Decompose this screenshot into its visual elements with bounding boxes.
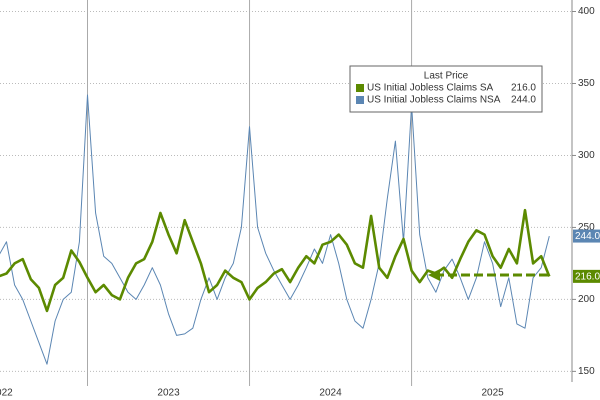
y-tick-label: 350 (578, 78, 595, 89)
legend-title: Last Price (424, 71, 469, 82)
legend-box (349, 65, 543, 113)
y-tick-label: 400 (578, 6, 595, 17)
legend-swatch (356, 96, 364, 104)
y-tick-label: 150 (578, 366, 595, 377)
legend-label: US Initial Jobless Claims NSA (367, 95, 501, 106)
series-line (0, 208, 551, 313)
y-tick-label: 200 (578, 294, 595, 305)
last-value-tag (573, 229, 600, 243)
last-value-tag (573, 269, 600, 283)
grid (0, 0, 572, 386)
x-tick-label: 2024 (319, 388, 342, 399)
x-tick-label: 2023 (157, 388, 180, 399)
y-tick-label: 300 (578, 150, 595, 161)
x-tick-label: 2025 (481, 388, 504, 399)
last-value-label: 244.0 (575, 231, 600, 242)
legend: Last Price US Initial Jobless Claims SA 2… (349, 65, 543, 113)
last-value-label: 216.0 (575, 272, 600, 283)
arrow-head (428, 269, 440, 281)
series-line (0, 94, 550, 365)
y-tick-label: 250 (578, 222, 595, 233)
axes: 1502002503003504002022202320242025244.02… (0, 6, 600, 399)
legend-label: US Initial Jobless Claims SA (367, 83, 493, 94)
legend-value: 216.0 (511, 83, 536, 94)
legend-swatch (356, 84, 364, 92)
legend-value: 244.0 (511, 95, 536, 106)
plot (0, 94, 551, 365)
x-tick-label: 2022 (0, 388, 13, 399)
